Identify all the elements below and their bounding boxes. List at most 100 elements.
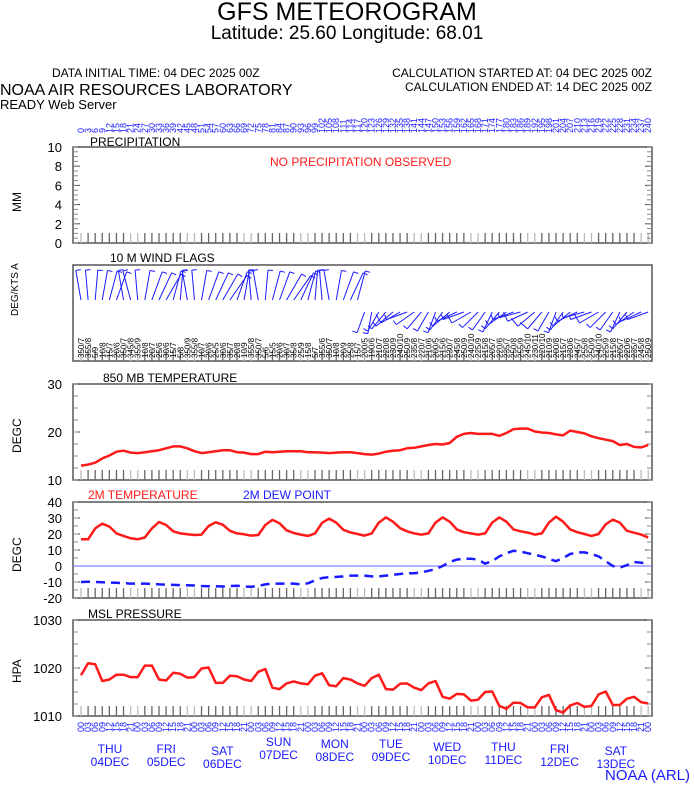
- day-label: TUE 09DEC: [361, 738, 421, 764]
- wind-barb-staff: [589, 311, 607, 328]
- utc-hour-label: 03: [197, 722, 207, 732]
- utc-hour-label: 15: [168, 722, 178, 732]
- day-dow: SUN: [265, 735, 292, 749]
- utc-hour-label: 00: [643, 722, 653, 732]
- wind-barb-flag: [372, 321, 377, 327]
- utc-hour-label: 00: [133, 722, 143, 732]
- wind-barb: [151, 271, 168, 301]
- y-tick-label: -20: [43, 591, 62, 606]
- wind-barb-flag: [375, 314, 382, 324]
- wind-barb-flag: [543, 330, 549, 334]
- day-label: SAT 13DEC: [586, 745, 646, 771]
- wind-barb: [384, 311, 408, 320]
- wind-label: 220/6: [623, 337, 632, 358]
- wind-barb-flag: [481, 325, 486, 330]
- wind-barb-flag: [362, 272, 368, 276]
- forecast-hour-label: 114: [345, 119, 355, 133]
- wind-label: 345/8: [127, 337, 136, 358]
- utc-hour-label: 18: [119, 722, 129, 732]
- wind-barb-flag: [392, 320, 397, 325]
- org-name: NOAA AIR RESOURCES LABORATORY: [0, 82, 293, 99]
- series-line-3-0: [81, 515, 649, 541]
- wind-barb-flag: [511, 318, 519, 327]
- utc-hour-label: 15: [452, 722, 462, 732]
- wind-barb-staff: [75, 270, 82, 301]
- day-date: 11DEC: [484, 753, 523, 767]
- wind-barb-staff: [94, 270, 99, 301]
- wind-barb: [108, 270, 123, 301]
- wind-barb-staff: [579, 311, 599, 324]
- wind-barb-staff: [537, 311, 550, 332]
- wind-label: 245/7: [573, 337, 582, 358]
- wind-barb: [342, 271, 359, 301]
- utc-hour-label: 18: [175, 722, 185, 732]
- wind-barb: [458, 311, 479, 328]
- forecast-hour-label: 192: [530, 118, 540, 133]
- wind-label: 10/7: [198, 342, 207, 358]
- wind-barb-flag: [161, 271, 168, 274]
- utc-hour-label: 06: [431, 722, 441, 732]
- forecast-hour-label: 99: [310, 123, 320, 133]
- wind-barb: [293, 275, 316, 301]
- wind-barb-staff: [371, 311, 387, 330]
- wind-barb-staff: [248, 270, 252, 301]
- pressure-title: MSL PRESSURE: [88, 607, 182, 621]
- forecast-hour-label: 27: [140, 123, 150, 133]
- wind-barb-flag: [574, 314, 580, 324]
- wind-label: 255/9: [517, 337, 526, 358]
- forecast-hour-label: 156: [445, 118, 455, 133]
- wind-barb: [574, 311, 599, 324]
- wind-barb: [201, 269, 212, 301]
- forecast-hour-label: 54: [204, 123, 214, 133]
- utc-hour-label: 12: [161, 722, 171, 732]
- forecast-hour-label: 84: [275, 123, 285, 133]
- forecast-hour-label: 48: [189, 123, 199, 133]
- wind-label: 225/9: [602, 337, 611, 358]
- forecast-hour-label: 96: [303, 123, 313, 133]
- wind-label: 20/7: [148, 342, 157, 358]
- wind-barb-flag: [429, 321, 434, 327]
- location-subtitle: Latitude: 25.60 Longitude: 68.01: [210, 23, 484, 44]
- wind-barb-staff: [443, 311, 465, 320]
- wind-barb-flag: [107, 269, 113, 272]
- wind-barb-flag: [468, 326, 473, 331]
- y-tick-label: 2: [55, 217, 62, 232]
- credit: NOAA (ARL): [605, 767, 691, 784]
- wind-barb: [84, 269, 91, 301]
- utc-hour-label: 09: [211, 722, 221, 732]
- utc-hour-label: 15: [225, 722, 235, 732]
- wind-label: 35/7: [226, 342, 235, 358]
- wind-barb-staff: [349, 272, 364, 301]
- utc-hour-label: 03: [83, 722, 93, 732]
- wind-barb-flag: [595, 326, 601, 331]
- wind-label: 240/10: [396, 333, 405, 358]
- day-label: MON 08DEC: [305, 738, 365, 764]
- utc-hour-label: 15: [338, 722, 348, 732]
- forecast-hour-label: 93: [296, 123, 306, 133]
- wind-barb-staff: [122, 270, 132, 301]
- wind-barb-flag: [625, 314, 628, 320]
- wind-barb-flag: [252, 269, 259, 271]
- wind-label: 355/8: [247, 337, 256, 358]
- forecast-hour-label: 120: [360, 118, 370, 133]
- forecast-hour-label: 141: [409, 118, 419, 133]
- forecast-hour-label: 126: [374, 118, 384, 133]
- day-dow: SAT: [604, 744, 628, 758]
- utc-hour-label: 09: [494, 722, 504, 732]
- forecast-hour-label: 15: [111, 123, 121, 133]
- wind-barb: [75, 269, 82, 301]
- wind-barb-staff: [279, 271, 291, 301]
- wind-label: 15/7: [105, 342, 114, 358]
- day-date: 04DEC: [90, 755, 130, 769]
- utc-hour-label: 00: [360, 722, 370, 732]
- utc-hour-label: 00: [530, 722, 540, 732]
- wind-barb: [490, 311, 514, 320]
- day-label: WED 10DEC: [417, 741, 477, 767]
- wind-barb-staff: [84, 270, 89, 301]
- utc-hour-label: 09: [438, 722, 448, 732]
- utc-hour-label: 18: [629, 722, 639, 732]
- wind-label: 25/5: [212, 342, 221, 358]
- utc-hour-label: 03: [253, 722, 263, 732]
- wind-barb-flag: [367, 325, 373, 330]
- wind-barb-flag: [237, 273, 243, 277]
